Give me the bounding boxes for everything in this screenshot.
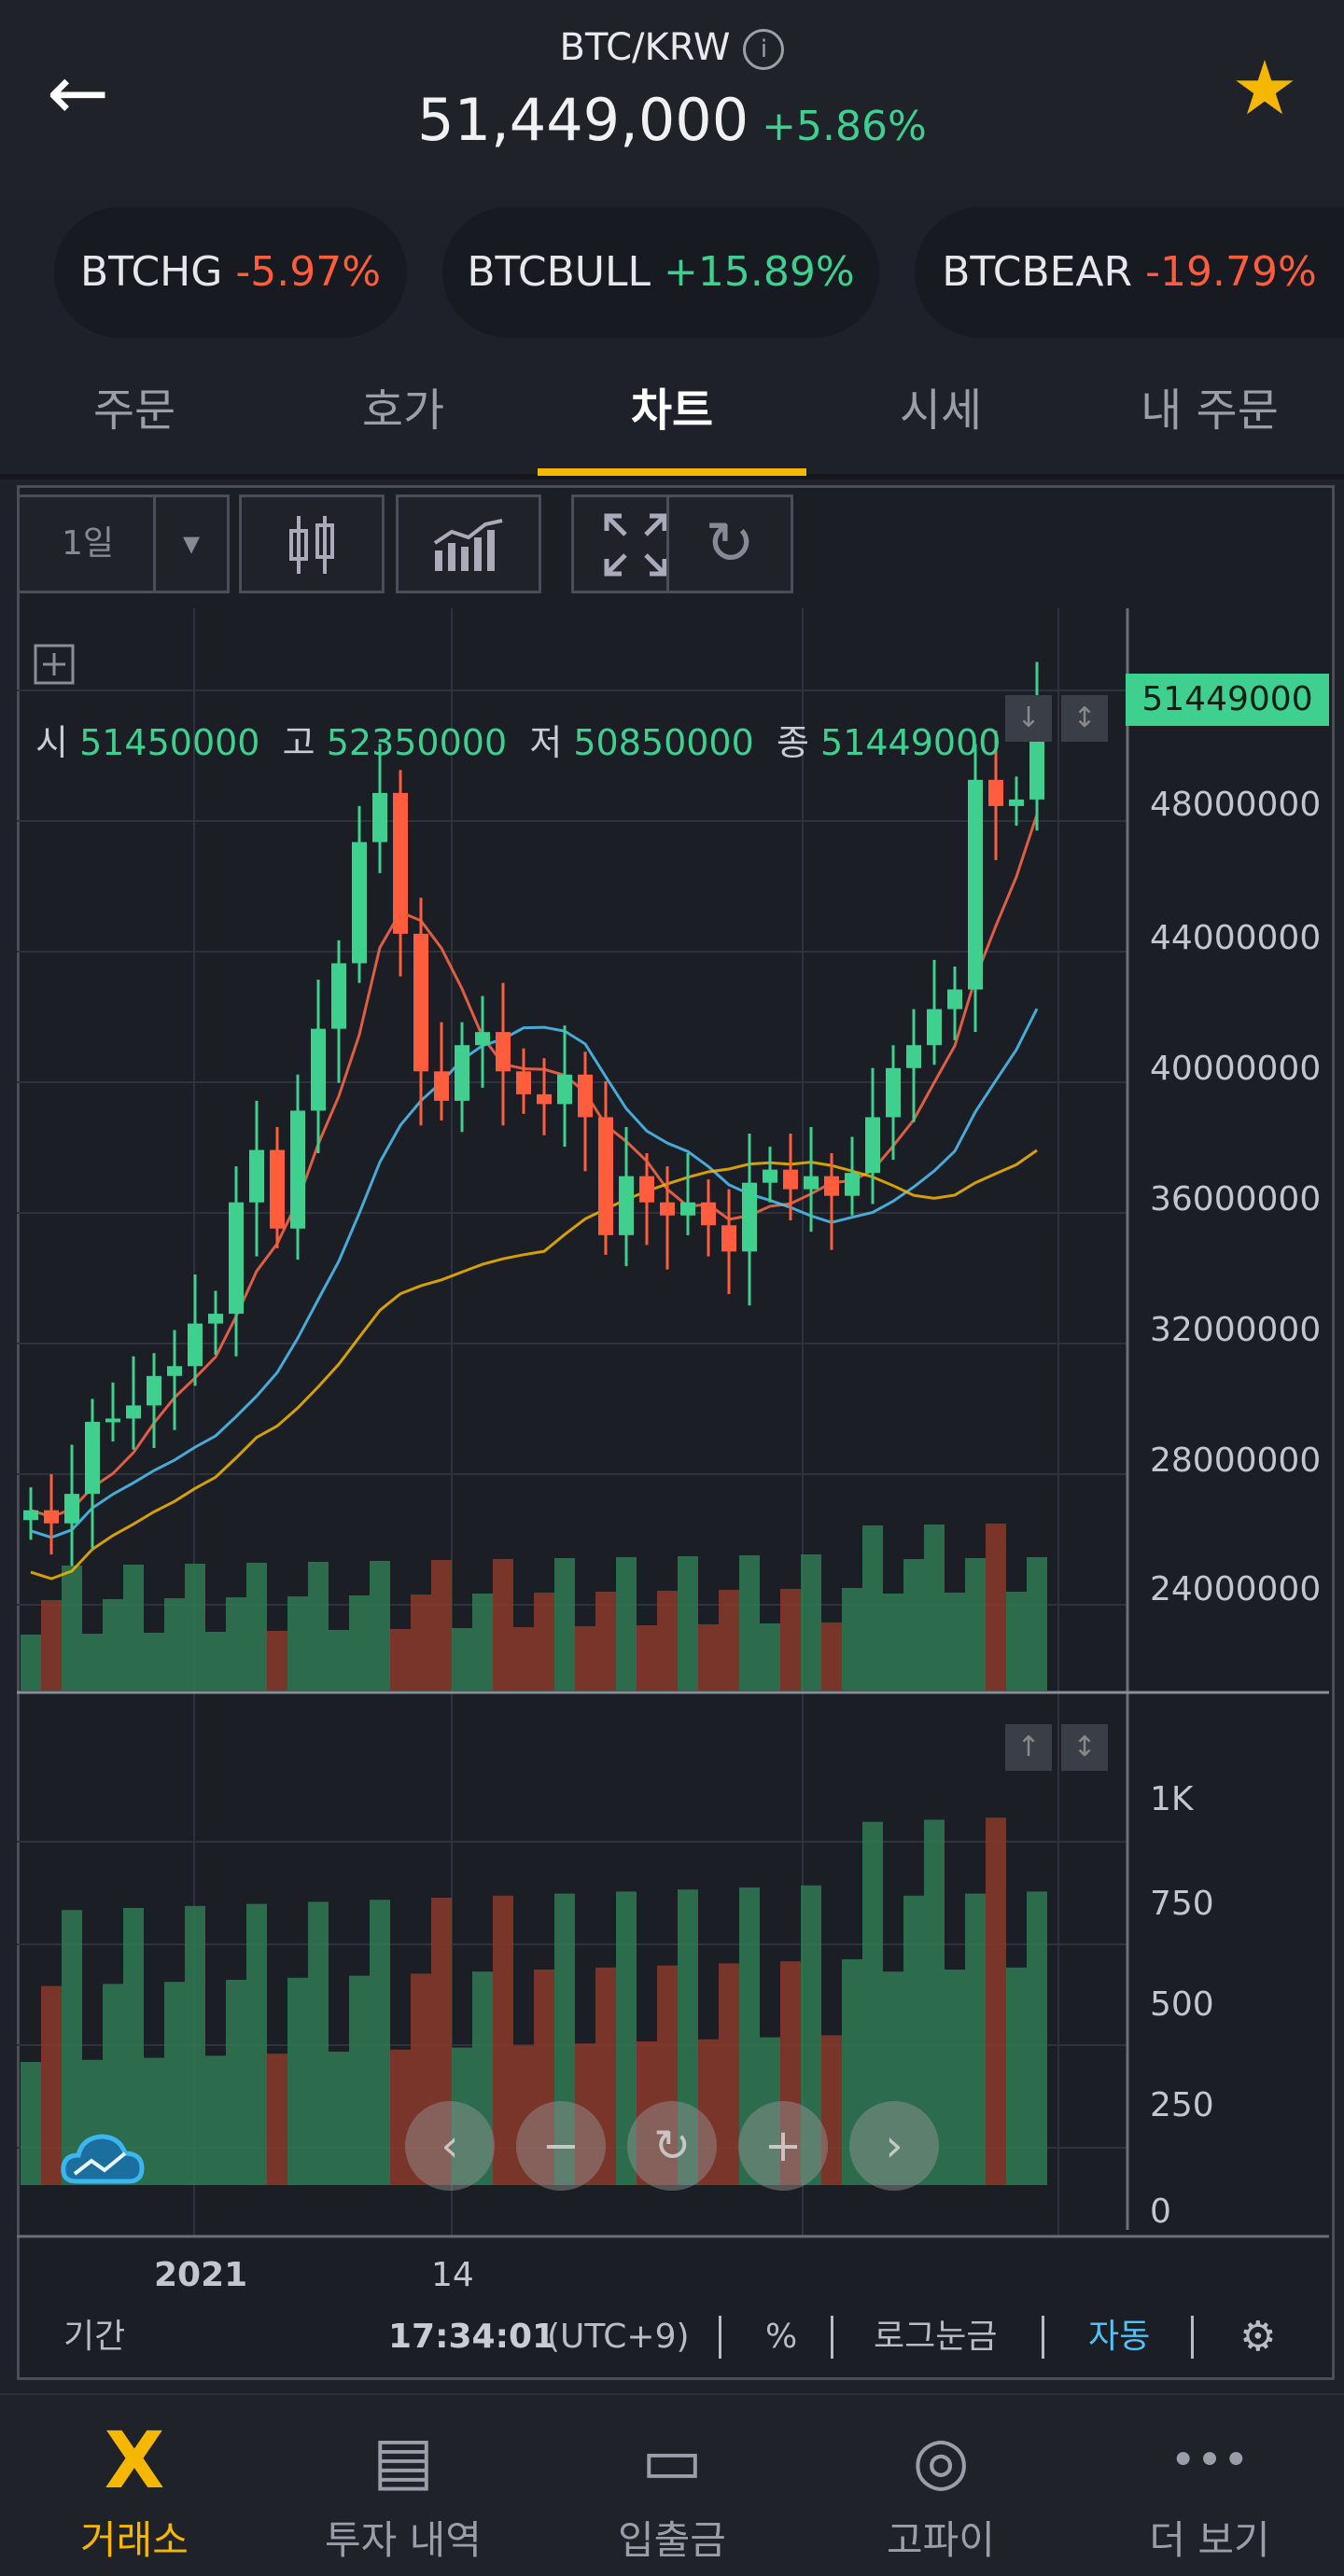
x-axis-label: 2021: [154, 2256, 248, 2294]
chip-change: +15.89%: [663, 248, 855, 296]
open-label: 시: [35, 722, 68, 763]
volume-axis-label: 500: [1150, 1985, 1214, 2024]
indicator-icon[interactable]: [396, 494, 541, 593]
volume-axis-label: 1K: [1150, 1780, 1194, 1818]
tab-order[interactable]: 주문: [92, 384, 176, 437]
price-axis-label: 36000000: [1150, 1180, 1322, 1218]
nav-label: 투자 내역: [325, 2517, 482, 2563]
low-label: 저: [529, 722, 563, 763]
price-row: 51,449,000 +5.86%: [0, 86, 1344, 154]
tab-orderbook[interactable]: 호가: [361, 384, 445, 437]
back-arrow-icon[interactable]: ←: [47, 49, 110, 136]
low-value: 50850000: [573, 722, 754, 763]
ohlc-readout: 시 51450000 고 52350000 저 50850000 종 51449…: [35, 714, 1001, 765]
tab-chart[interactable]: 차트: [630, 384, 714, 437]
current-price: 51,449,000: [417, 86, 749, 154]
timezone-label: (UTC+9): [547, 2318, 690, 2356]
nav-label: 입출금: [618, 2517, 726, 2563]
period-button[interactable]: 기간: [63, 2318, 126, 2356]
price-axis-label: 24000000: [1150, 1570, 1322, 1608]
nav-exchange[interactable]: X 거래소: [0, 2395, 269, 2576]
nav-gopax[interactable]: ◎ 고파이: [806, 2395, 1075, 2576]
candlestick-icon[interactable]: [239, 494, 385, 593]
separator: [719, 2316, 721, 2359]
price-axis-label: 32000000: [1150, 1311, 1322, 1349]
settings-gear-icon[interactable]: ⚙: [1239, 2313, 1277, 2360]
refresh-icon[interactable]: ↻: [666, 494, 793, 593]
chevron-down-icon[interactable]: ▾: [153, 494, 230, 593]
chip-change: -5.97%: [235, 248, 382, 296]
chip-name: BTCBULL: [467, 248, 651, 296]
wallet-icon: ▭: [640, 2422, 704, 2499]
crosshair-add-icon[interactable]: [34, 644, 75, 685]
current-price-tag: 51449000: [1126, 674, 1329, 726]
high-label: 고: [282, 722, 315, 763]
separator: [1042, 2316, 1044, 2359]
chip-btcbear[interactable]: BTCBEAR -19.79%: [915, 207, 1344, 338]
arrow-up-icon[interactable]: ↑: [1005, 1724, 1052, 1771]
nav-label: 거래소: [80, 2517, 189, 2563]
x-axis-label: 14: [431, 2256, 474, 2294]
price-axis-label: 40000000: [1150, 1050, 1322, 1088]
close-value: 51449000: [820, 722, 1001, 763]
chart-footer: 기간 17:34:01 (UTC+9) % 로그눈금 자동 ⚙: [17, 2304, 1329, 2370]
exchange-x-icon: X: [104, 2415, 165, 2506]
arrow-down-icon[interactable]: ↓: [1005, 695, 1052, 742]
interval-select[interactable]: 1일: [17, 494, 159, 593]
log-scale-toggle[interactable]: 로그눈금: [874, 2318, 998, 2356]
expand-vertical-icon[interactable]: ↕: [1061, 695, 1108, 742]
separator: [1191, 2316, 1194, 2359]
open-value: 51450000: [79, 722, 260, 763]
close-label: 종: [776, 722, 809, 763]
price-axis-label: 44000000: [1150, 919, 1322, 957]
chip-name: BTCHG: [79, 248, 223, 296]
coins-icon: ◎: [912, 2422, 970, 2499]
reset-view-button[interactable]: ↻: [627, 2101, 717, 2191]
auto-scale-toggle[interactable]: 자동: [1088, 2318, 1151, 2356]
cloud-logo-icon: [58, 2129, 147, 2193]
chip-name: BTCBEAR: [942, 248, 1133, 296]
favorite-star-icon[interactable]: ★: [1231, 45, 1298, 132]
price-axis-label: 28000000: [1150, 1441, 1322, 1480]
price-chart[interactable]: [17, 608, 1329, 2241]
volume-axis-label: 250: [1150, 2086, 1214, 2124]
nav-more[interactable]: ••• 더 보기: [1075, 2395, 1344, 2576]
expand-vertical-icon[interactable]: ↕: [1061, 1724, 1108, 1771]
nav-history[interactable]: ▤ 투자 내역: [269, 2395, 538, 2576]
tab-my-orders[interactable]: 내 주문: [1141, 384, 1279, 437]
chip-btchg[interactable]: BTCHG -5.97%: [54, 207, 407, 338]
volume-axis-label: 750: [1150, 1885, 1214, 1923]
nav-label: 더 보기: [1149, 2517, 1270, 2563]
zoom-in-button[interactable]: +: [738, 2101, 828, 2191]
receipt-icon: ▤: [371, 2422, 435, 2499]
scroll-left-button[interactable]: ‹: [405, 2101, 495, 2191]
more-dots-icon: •••: [1169, 2434, 1250, 2486]
scroll-right-button[interactable]: ›: [849, 2101, 939, 2191]
high-value: 52350000: [326, 722, 508, 763]
tab-trades[interactable]: 시세: [899, 384, 983, 437]
price-change: +5.86%: [762, 103, 927, 150]
pair-label: BTC/KRW: [559, 26, 731, 69]
zoom-out-button[interactable]: −: [516, 2101, 606, 2191]
clock-time: 17:34:01: [388, 2318, 556, 2356]
info-icon[interactable]: i: [743, 29, 785, 70]
chip-change: -19.79%: [1145, 248, 1317, 296]
bottom-nav: X 거래소 ▤ 투자 내역 ▭ 입출금 ◎ 고파이 ••• 더 보기: [0, 2393, 1344, 2576]
tab-bar: 주문 호가 차트 시세 내 주문: [0, 359, 1344, 476]
nav-label: 고파이: [887, 2517, 995, 2563]
pair-title: BTC/KRW i: [0, 26, 1344, 70]
header: [0, 0, 1344, 196]
percent-toggle[interactable]: %: [765, 2318, 798, 2356]
volume-axis-label: 0: [1150, 2193, 1171, 2231]
tab-active-indicator: [538, 468, 806, 476]
chip-btcbull[interactable]: BTCBULL +15.89%: [442, 207, 879, 338]
nav-wallet[interactable]: ▭ 입출금: [538, 2395, 806, 2576]
separator: [831, 2316, 833, 2359]
price-axis-label: 48000000: [1150, 786, 1322, 824]
tab-divider: [0, 474, 1344, 480]
